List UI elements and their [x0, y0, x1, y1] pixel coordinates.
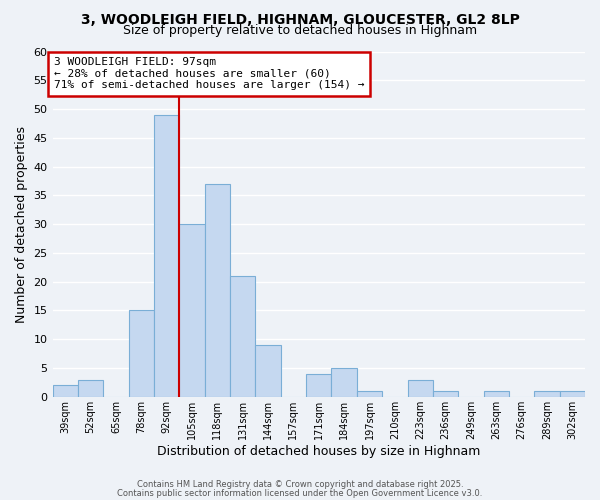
- Bar: [484, 391, 509, 397]
- Bar: [53, 386, 78, 397]
- Bar: [534, 391, 560, 397]
- Y-axis label: Number of detached properties: Number of detached properties: [15, 126, 28, 322]
- Title: 3, WOODLEIGH FIELD, HIGHNAM, GLOUCESTER, GL2 8LP
Size of property relative to de: 3, WOODLEIGH FIELD, HIGHNAM, GLOUCESTER,…: [0, 499, 1, 500]
- Bar: [560, 391, 585, 397]
- Bar: [306, 374, 331, 397]
- Bar: [331, 368, 357, 397]
- Bar: [256, 345, 281, 397]
- Bar: [407, 380, 433, 397]
- Bar: [230, 276, 256, 397]
- Bar: [128, 310, 154, 397]
- Text: Size of property relative to detached houses in Highnam: Size of property relative to detached ho…: [123, 24, 477, 37]
- X-axis label: Distribution of detached houses by size in Highnam: Distribution of detached houses by size …: [157, 444, 481, 458]
- Bar: [179, 224, 205, 397]
- Bar: [357, 391, 382, 397]
- Text: Contains HM Land Registry data © Crown copyright and database right 2025.: Contains HM Land Registry data © Crown c…: [137, 480, 463, 489]
- Bar: [78, 380, 103, 397]
- Text: 3, WOODLEIGH FIELD, HIGHNAM, GLOUCESTER, GL2 8LP: 3, WOODLEIGH FIELD, HIGHNAM, GLOUCESTER,…: [80, 12, 520, 26]
- Bar: [154, 115, 179, 397]
- Bar: [433, 391, 458, 397]
- Bar: [205, 184, 230, 397]
- Text: Contains public sector information licensed under the Open Government Licence v3: Contains public sector information licen…: [118, 488, 482, 498]
- Text: 3 WOODLEIGH FIELD: 97sqm
← 28% of detached houses are smaller (60)
71% of semi-d: 3 WOODLEIGH FIELD: 97sqm ← 28% of detach…: [54, 58, 364, 90]
